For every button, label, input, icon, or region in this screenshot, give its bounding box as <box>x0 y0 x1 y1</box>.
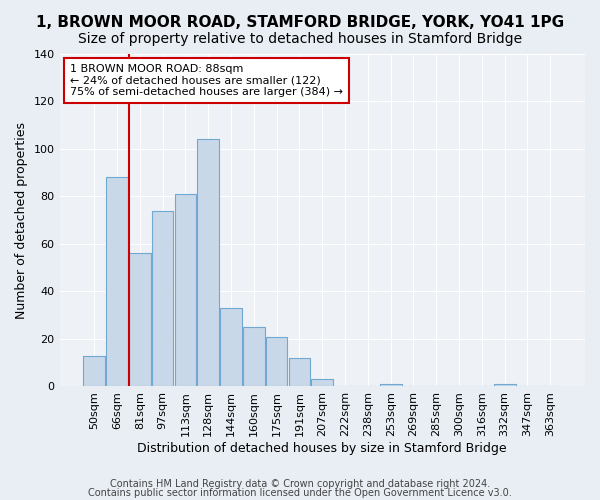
Bar <box>197 140 219 386</box>
Bar <box>152 210 173 386</box>
Bar <box>129 254 151 386</box>
Bar <box>106 178 128 386</box>
X-axis label: Distribution of detached houses by size in Stamford Bridge: Distribution of detached houses by size … <box>137 442 507 455</box>
Bar <box>289 358 310 386</box>
Bar <box>266 336 287 386</box>
Bar <box>380 384 401 386</box>
Bar <box>243 327 265 386</box>
Y-axis label: Number of detached properties: Number of detached properties <box>15 122 28 318</box>
Bar <box>311 380 333 386</box>
Bar <box>220 308 242 386</box>
Bar <box>175 194 196 386</box>
Text: 1 BROWN MOOR ROAD: 88sqm
← 24% of detached houses are smaller (122)
75% of semi-: 1 BROWN MOOR ROAD: 88sqm ← 24% of detach… <box>70 64 343 97</box>
Text: Contains HM Land Registry data © Crown copyright and database right 2024.: Contains HM Land Registry data © Crown c… <box>110 479 490 489</box>
Text: Contains public sector information licensed under the Open Government Licence v3: Contains public sector information licen… <box>88 488 512 498</box>
Bar <box>83 356 105 386</box>
Bar <box>494 384 515 386</box>
Text: 1, BROWN MOOR ROAD, STAMFORD BRIDGE, YORK, YO41 1PG: 1, BROWN MOOR ROAD, STAMFORD BRIDGE, YOR… <box>36 15 564 30</box>
Text: Size of property relative to detached houses in Stamford Bridge: Size of property relative to detached ho… <box>78 32 522 46</box>
